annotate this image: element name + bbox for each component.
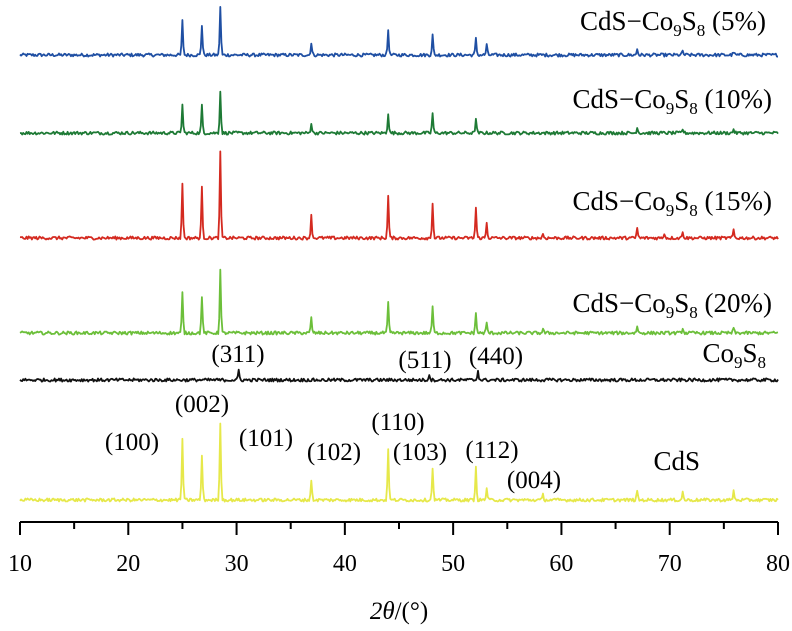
x-tick-label: 80: [766, 551, 790, 577]
series-label-part: 9: [666, 303, 675, 322]
series-label-4: CdS−Co9S8 (20%): [572, 288, 772, 322]
x-axis-title-unit: /(°): [395, 598, 429, 625]
series-labels-layer: CdS−Co9S8 (5%)CdS−Co9S8 (10%)CdS−Co9S8 (…: [572, 6, 772, 476]
series-label-part: Co: [702, 338, 734, 368]
series-label-part: 8: [689, 99, 698, 118]
series-label-part: 9: [673, 21, 682, 40]
series-label-part: 8: [689, 303, 698, 322]
peak-labels-layer: (311) (511) (440) (100) (002) (101) (110) (102)…: [105, 341, 561, 494]
series-label-6: CdS: [653, 446, 700, 476]
series-label-1: CdS−Co9S8 (5%): [580, 6, 766, 40]
series-line-5: [19, 368, 779, 383]
x-axis-title-base: 2θ: [370, 598, 395, 625]
series-label-3: CdS−Co9S8 (15%): [572, 186, 772, 220]
series-label-part: S: [674, 84, 689, 114]
series-label-part: CdS−Co: [580, 6, 673, 36]
series-line-4: [19, 268, 779, 336]
x-tick-label: 40: [333, 551, 357, 577]
series-line-2: [19, 90, 779, 136]
x-tick-label: 60: [549, 551, 573, 577]
series-line-1: [19, 6, 778, 58]
peak-label: (103): [393, 439, 447, 466]
peak-label: (440): [469, 343, 523, 370]
peak-label: (101): [239, 425, 293, 452]
series-line-6: [19, 422, 779, 503]
peak-label: (110): [371, 409, 424, 436]
series-label-part: S: [674, 186, 689, 216]
x-tick-label: 50: [441, 551, 465, 577]
x-ticks: 10 20 30 40 50 60 70 80: [8, 522, 790, 577]
series-line-3: [19, 150, 779, 241]
series-label-2: CdS−Co9S8 (10%): [572, 84, 772, 118]
x-tick-label: 70: [658, 551, 682, 577]
series-label-part: 9: [734, 353, 743, 372]
curves-layer: [19, 6, 779, 503]
series-label-part: 9: [666, 99, 675, 118]
series-label-part: S: [674, 288, 689, 318]
peak-label: (002): [175, 391, 229, 418]
peak-label: (004): [507, 467, 561, 494]
peak-label: (100): [105, 429, 159, 456]
series-label-part: (5%): [705, 6, 766, 36]
series-label-part: (15%): [698, 186, 772, 216]
series-label-part: CdS−Co: [572, 186, 665, 216]
x-tick-label: 30: [225, 551, 249, 577]
peak-label: (311): [211, 341, 264, 368]
peak-label: (112): [465, 437, 518, 464]
series-label-part: CdS−Co: [572, 84, 665, 114]
x-axis-title: 2θ/(°): [370, 598, 428, 625]
series-label-5: Co9S8: [702, 338, 766, 372]
x-axis: 10 20 30 40 50 60 70 80: [8, 521, 790, 577]
series-label-part: (10%): [698, 84, 772, 114]
series-label-part: 8: [697, 21, 706, 40]
x-tick-label: 20: [116, 551, 140, 577]
series-label-part: CdS−Co: [572, 288, 665, 318]
series-label-part: 8: [758, 353, 767, 372]
series-label-part: 9: [666, 201, 675, 220]
x-tick-label: 10: [8, 551, 32, 577]
series-label-part: S: [742, 338, 757, 368]
series-label-part: CdS: [653, 446, 700, 476]
series-label-part: (20%): [698, 288, 772, 318]
peak-label: (102): [307, 439, 361, 466]
peak-label: (511): [398, 347, 451, 374]
series-label-part: S: [682, 6, 697, 36]
series-label-part: 8: [689, 201, 698, 220]
